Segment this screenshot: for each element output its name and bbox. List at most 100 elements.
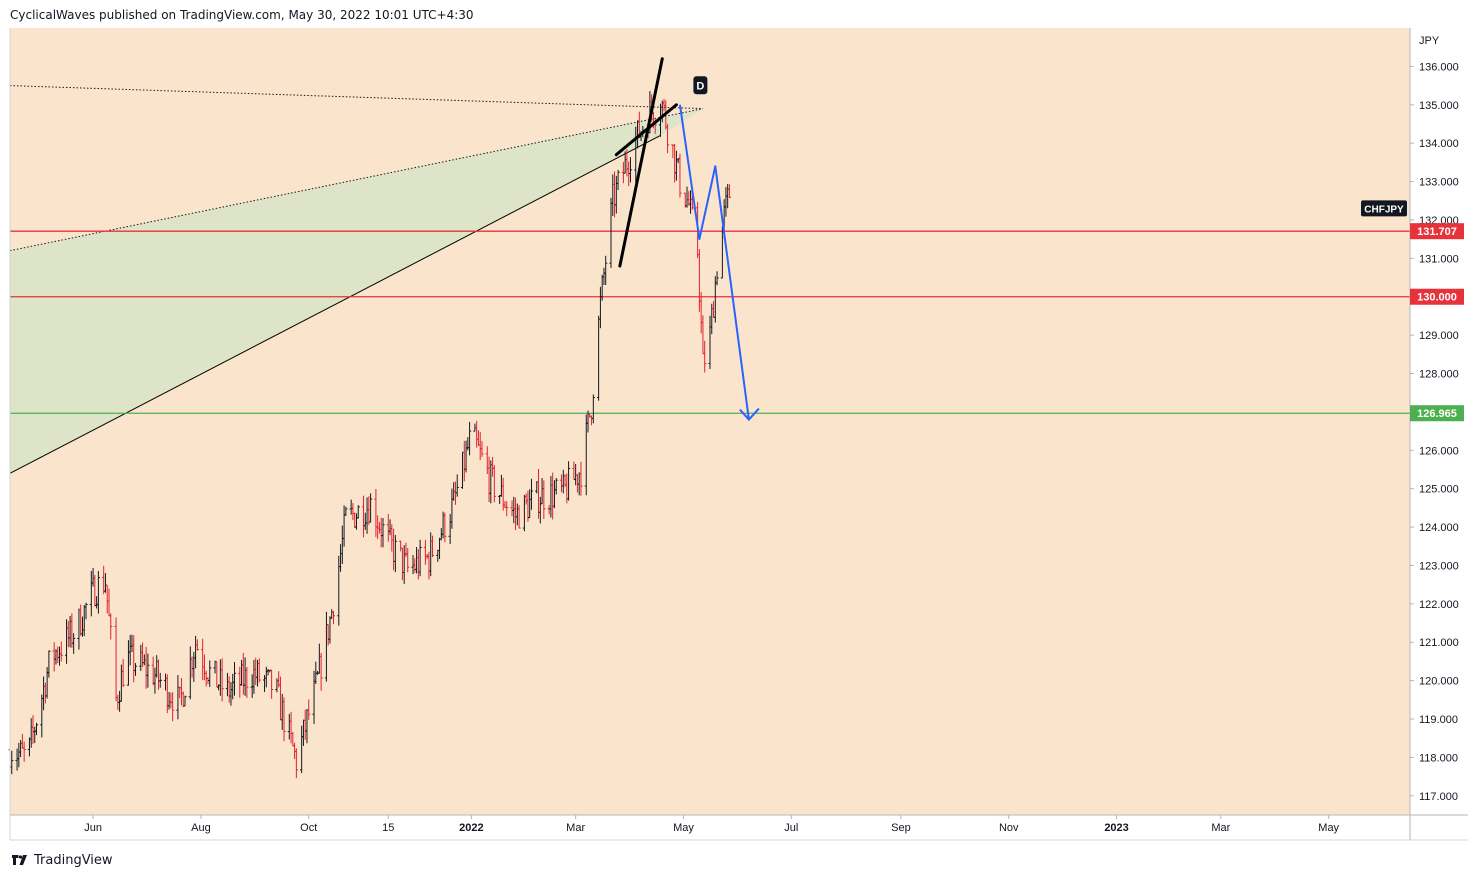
symbol-tag-label: CHFJPY [1364,204,1404,215]
y-tick-label: 136.000 [1419,61,1459,73]
x-tick-label: Jul [784,822,798,834]
candle [591,394,595,424]
y-tick-label: 135.000 [1419,100,1459,112]
x-tick-label: May [1318,822,1339,834]
symbol-tag: CHFJPY [1361,200,1407,217]
level-badge-label: 126.965 [1417,408,1457,420]
level-price-badge: 126.965 [1410,405,1464,422]
candle [455,474,459,497]
candle [245,667,249,698]
candle [604,255,608,285]
candle [505,501,509,517]
y-tick-label: 125.000 [1419,484,1459,496]
candle [208,660,212,687]
candle [554,478,558,495]
bold-wedge-line-1 [614,103,678,157]
candle [146,653,150,688]
pattern-drawings: D [614,57,760,422]
bold-wedge-line-0 [618,57,664,268]
candle [220,658,224,702]
wedge-line-2 [9,85,703,110]
tradingview-footer[interactable]: TradingView [10,851,113,869]
level-price-badge: 131.707 [1410,223,1464,240]
x-tick-label: Sep [891,822,911,834]
candle [467,421,472,456]
candle [307,699,311,720]
tradingview-logo-icon [12,855,27,865]
wedge-line-0 [9,135,661,474]
candle [344,506,348,516]
candle [381,518,385,548]
candle [84,602,88,620]
symbol-tag-bg [1361,200,1407,217]
candle [195,639,199,651]
x-tick-label: Mar [566,822,585,834]
x-tick-label: 15 [382,822,394,834]
y-tick-label: 117.000 [1419,791,1458,803]
candle [628,157,633,183]
level-badge-bg [1410,223,1464,240]
candle [34,722,39,736]
candle [171,692,175,722]
candle [727,184,732,198]
pattern-label-d: D [693,76,708,95]
candle [418,539,422,577]
candle [430,535,435,558]
y-tick-label: 133.000 [1419,177,1459,189]
candle [183,695,187,707]
level-badge-label: 131.707 [1417,226,1457,238]
y-tick-label: 124.000 [1419,522,1459,534]
candle [232,662,237,696]
candle [542,480,546,519]
y-tick-label: 118.000 [1419,752,1458,764]
candle [678,153,682,198]
candle [703,340,707,373]
currency-label: JPY [1419,35,1440,47]
y-tick-label: 131.000 [1419,253,1459,265]
horizontal-levels [10,230,1410,414]
candle [319,652,323,691]
candle [270,669,274,699]
candle [47,650,51,678]
candle [369,493,373,523]
x-tick-label: Oct [300,822,317,834]
x-tick-label: 2023 [1104,822,1128,834]
y-tick-label: 134.000 [1419,138,1459,150]
wedge-fill [10,108,703,474]
level-price-badge: 130.000 [1410,288,1464,305]
x-tick-label: Mar [1211,822,1230,834]
y-tick-label: 121.000 [1419,637,1459,649]
x-tick-label: Nov [999,822,1019,834]
wedge-layer [9,85,704,474]
candle [158,672,162,688]
y-tick-label: 122.000 [1419,599,1459,611]
candle [579,461,583,496]
candle [22,741,26,762]
level-badge-bg [1410,405,1464,422]
x-tick-label: Aug [191,822,211,834]
candle [393,535,397,573]
level-badge-label: 130.000 [1417,292,1457,304]
candle [665,123,670,154]
y-tick-label: 123.000 [1419,560,1459,572]
projection-arrow-head [739,407,760,422]
candle [121,658,125,687]
candle [406,548,410,573]
candle [96,571,100,614]
candle [59,641,63,662]
candle [715,271,719,286]
candle [529,478,534,510]
candles [8,91,732,779]
y-tick-label: 129.000 [1419,330,1459,342]
x-tick-label: 2022 [459,822,483,834]
y-tick-label: 120.000 [1419,676,1459,688]
y-tick-label: 119.000 [1419,714,1458,726]
candle [294,748,298,779]
candle [109,613,113,640]
y-tick-label: 128.000 [1419,369,1459,381]
y-tick-label: 126.000 [1419,445,1459,457]
x-tick-label: Jun [84,822,102,834]
candle [443,512,447,543]
pattern-label-text: D [696,80,704,92]
